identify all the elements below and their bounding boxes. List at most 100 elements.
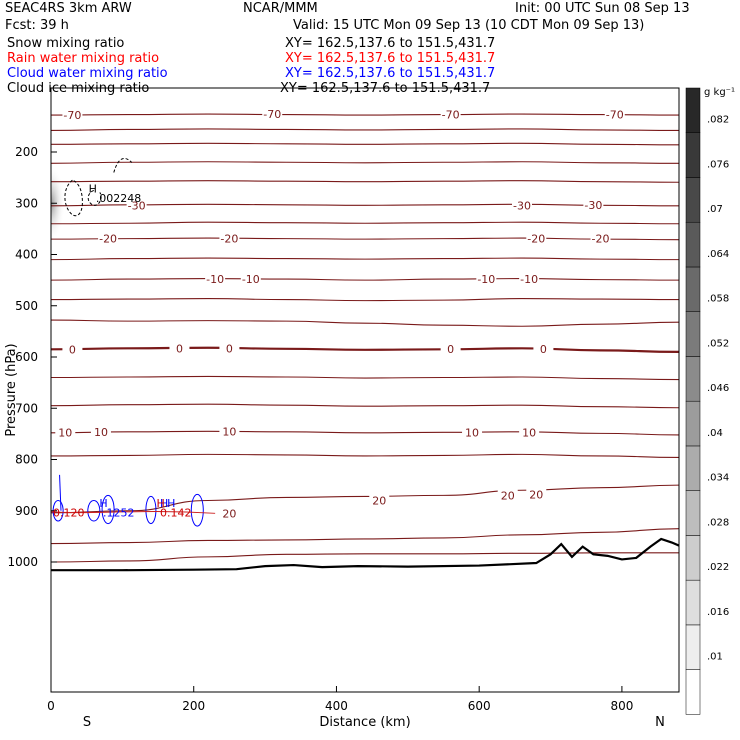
plot-frame	[50, 87, 680, 693]
y-tick-label: 500	[15, 299, 38, 313]
isotherm-line	[51, 237, 679, 241]
init-time: Init: 00 UTC Sun 08 Sep 13	[515, 1, 690, 16]
x-axis-label: Distance (km)	[319, 715, 410, 730]
isotherm-line	[51, 453, 679, 458]
isotherm-label-bg	[526, 232, 547, 245]
isotherm-label-bg	[462, 426, 483, 439]
isotherm-label: 0	[176, 342, 183, 355]
isotherm-label: 10	[58, 426, 72, 439]
y-tick-label: 300	[15, 196, 38, 210]
isotherm-line	[51, 278, 679, 281]
isotherm-label: 20	[501, 489, 515, 502]
cloud-water-annotation: H	[167, 497, 175, 510]
forecast-hour: Fcst: 39 h	[5, 18, 69, 33]
isotherm-label-bg	[205, 273, 226, 286]
colorbar-swatch	[685, 221, 701, 268]
cloud-water-contour	[87, 500, 101, 522]
colorbar-label: .028	[707, 517, 729, 528]
rain-annotation: 0.120	[53, 506, 85, 519]
cloud-ice-contour	[64, 179, 83, 217]
legend-cloudwater-name: Cloud water mixing ratio	[7, 66, 168, 81]
isotherm-label: 0	[540, 343, 547, 356]
isotherm-label: -70	[263, 108, 281, 121]
center-label: NCAR/MMM	[243, 1, 318, 16]
y-tick-label: 1000	[7, 555, 38, 569]
colorbar-swatch	[685, 579, 701, 626]
isotherm-line	[51, 128, 679, 132]
colorbar-swatch	[685, 669, 701, 715]
cloud-ice-contour	[113, 157, 133, 173]
isotherm-label-bg	[169, 342, 190, 355]
isotherm-line	[51, 552, 679, 563]
isotherm-label: -10	[520, 273, 538, 286]
cloud-ice-annotation: .002248	[96, 192, 141, 205]
colorbar-label: .046	[707, 383, 729, 394]
isotherm-line	[51, 203, 679, 207]
y-tick-label: 600	[15, 350, 38, 364]
colorbar-label: .07	[707, 204, 723, 215]
isotherm-label: 10	[94, 426, 108, 439]
colorbar-label: .022	[707, 562, 729, 573]
cloud-water-contour	[59, 474, 62, 511]
terrain-line	[51, 537, 679, 572]
isotherm-label: -10	[206, 273, 224, 286]
isotherm-label-bg	[497, 489, 518, 502]
isotherm-label-bg	[604, 108, 625, 121]
y-tick-label: 700	[15, 401, 38, 415]
isotherm-label-bg	[62, 343, 83, 356]
isotherm-line	[51, 484, 679, 514]
y-axis: 200 300 400 500 600 700 800 900 1000	[7, 145, 57, 569]
hydrometeor-contours	[51, 157, 216, 527]
legend-snow-xy: XY= 162.5,137.6 to 151.5,431.7	[285, 36, 496, 51]
snow-shade-blob	[51, 165, 65, 242]
isotherm-line	[51, 298, 679, 302]
cloud-water-annotation: H	[160, 497, 168, 510]
isotherm-line	[51, 161, 679, 164]
isotherm-line	[51, 180, 679, 183]
cloud-ice-contour	[87, 189, 102, 206]
isotherm-label: 10	[222, 425, 236, 438]
isotherm-line	[51, 346, 679, 353]
snow-shading	[51, 165, 65, 242]
isotherm-label-bg	[440, 108, 461, 121]
cloud-water-annotation: .1252	[103, 506, 135, 519]
cloud-ice-annotation: H	[89, 182, 97, 195]
colorbar-swatch	[685, 311, 701, 357]
colorbar: .01 .016 .022 .028 .034 .04 .046 .052 .058 .064 .0…	[685, 87, 729, 715]
isotherm-label-bg	[440, 342, 461, 355]
colorbar-swatch	[685, 624, 701, 670]
colorbar-swatch	[685, 535, 701, 581]
cloud-water-annotation: H	[99, 497, 107, 510]
isotherm-line	[51, 142, 679, 146]
isotherm-label-bg	[126, 199, 147, 212]
isotherm-label-bg	[55, 426, 76, 439]
isotherm-label: -30	[513, 199, 531, 212]
isotherm-line	[51, 375, 679, 381]
x-end-label-left: S	[83, 715, 91, 730]
isotherm-label-bg	[62, 109, 83, 122]
isotherm-label: -10	[477, 273, 495, 286]
isotherm-line	[51, 528, 679, 545]
legend-rain-xy: XY= 162.5,137.6 to 151.5,431.7	[285, 51, 496, 66]
isotherm-label: 10	[465, 426, 479, 439]
colorbar-label: .082	[707, 115, 729, 126]
y-axis-label: Pressure (hPa)	[4, 343, 19, 436]
colorbar-swatch	[685, 87, 701, 133]
isotherm-label-bg	[262, 108, 283, 121]
legend-cloudwater-xy: XY= 162.5,137.6 to 151.5,431.7	[285, 66, 496, 81]
isotherm-lines	[51, 113, 679, 563]
isotherm-label-bg	[533, 342, 554, 355]
isotherm-label: 20	[529, 488, 543, 501]
colorbar-swatch	[685, 400, 701, 447]
colorbar-label: .064	[707, 249, 729, 260]
colorbar-label: .034	[707, 473, 729, 484]
x-tick-label: 0	[47, 699, 55, 713]
colorbar-label: .016	[707, 607, 729, 618]
rain-annotation: 0.142	[160, 506, 192, 519]
colorbar-swatch	[685, 490, 701, 536]
y-tick-label: 900	[15, 504, 38, 518]
y-tick-label: 400	[15, 248, 38, 262]
cloud-water-contour	[190, 493, 204, 527]
x-end-label-right: N	[655, 715, 665, 730]
terrain-line-path	[51, 537, 679, 572]
